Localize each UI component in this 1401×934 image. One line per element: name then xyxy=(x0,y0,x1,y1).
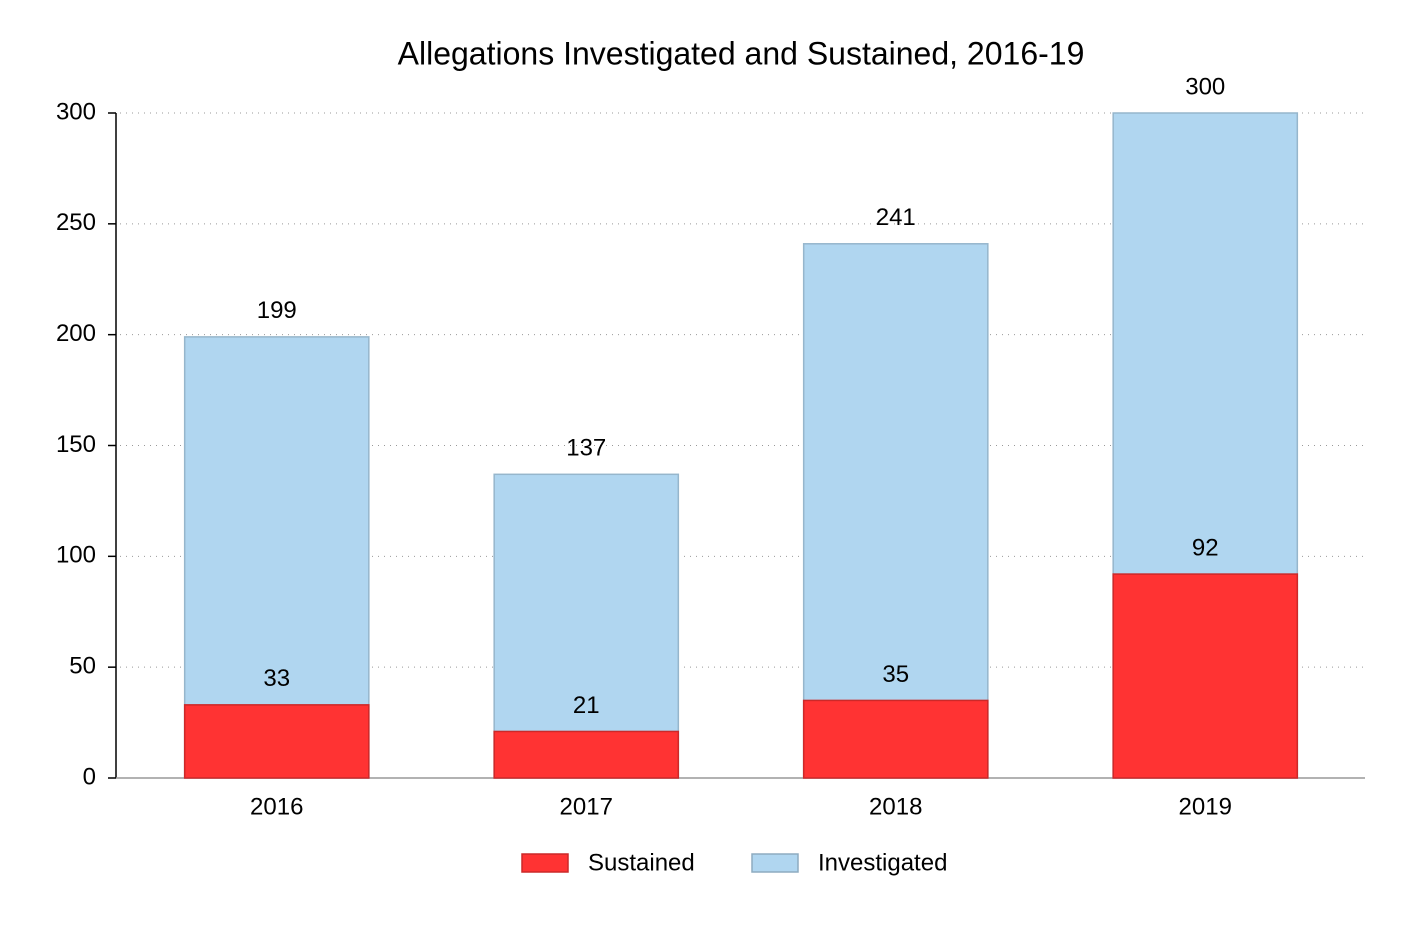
y-tick-label: 100 xyxy=(56,542,96,569)
bar xyxy=(1112,573,1299,779)
y-tick-label: 150 xyxy=(56,431,96,458)
y-tick-label: 250 xyxy=(56,209,96,236)
legend-swatch xyxy=(521,853,569,873)
legend-swatch xyxy=(751,853,799,873)
data-label: 300 xyxy=(1185,73,1225,100)
y-tick-label: 50 xyxy=(69,653,96,680)
data-label: 137 xyxy=(566,435,606,462)
y-tick-label: 200 xyxy=(56,320,96,347)
bar xyxy=(802,243,989,779)
bar xyxy=(183,704,370,779)
chart-title: Allegations Investigated and Sustained, … xyxy=(398,35,1085,71)
bar xyxy=(802,699,989,779)
data-label: 241 xyxy=(876,204,916,231)
legend-label: Investigated xyxy=(818,849,947,876)
data-label: 35 xyxy=(882,661,909,688)
x-tick-label: 2017 xyxy=(560,793,613,820)
x-tick-label: 2018 xyxy=(869,793,922,820)
data-label: 199 xyxy=(257,297,297,324)
x-tick-label: 2016 xyxy=(250,793,303,820)
data-label: 21 xyxy=(573,692,600,719)
data-label: 92 xyxy=(1192,534,1219,561)
x-tick-label: 2019 xyxy=(1179,793,1232,820)
data-label: 33 xyxy=(263,665,290,692)
y-tick-label: 300 xyxy=(56,98,96,125)
legend-label: Sustained xyxy=(588,849,695,876)
bar xyxy=(493,730,680,779)
y-tick-label: 0 xyxy=(83,763,96,790)
